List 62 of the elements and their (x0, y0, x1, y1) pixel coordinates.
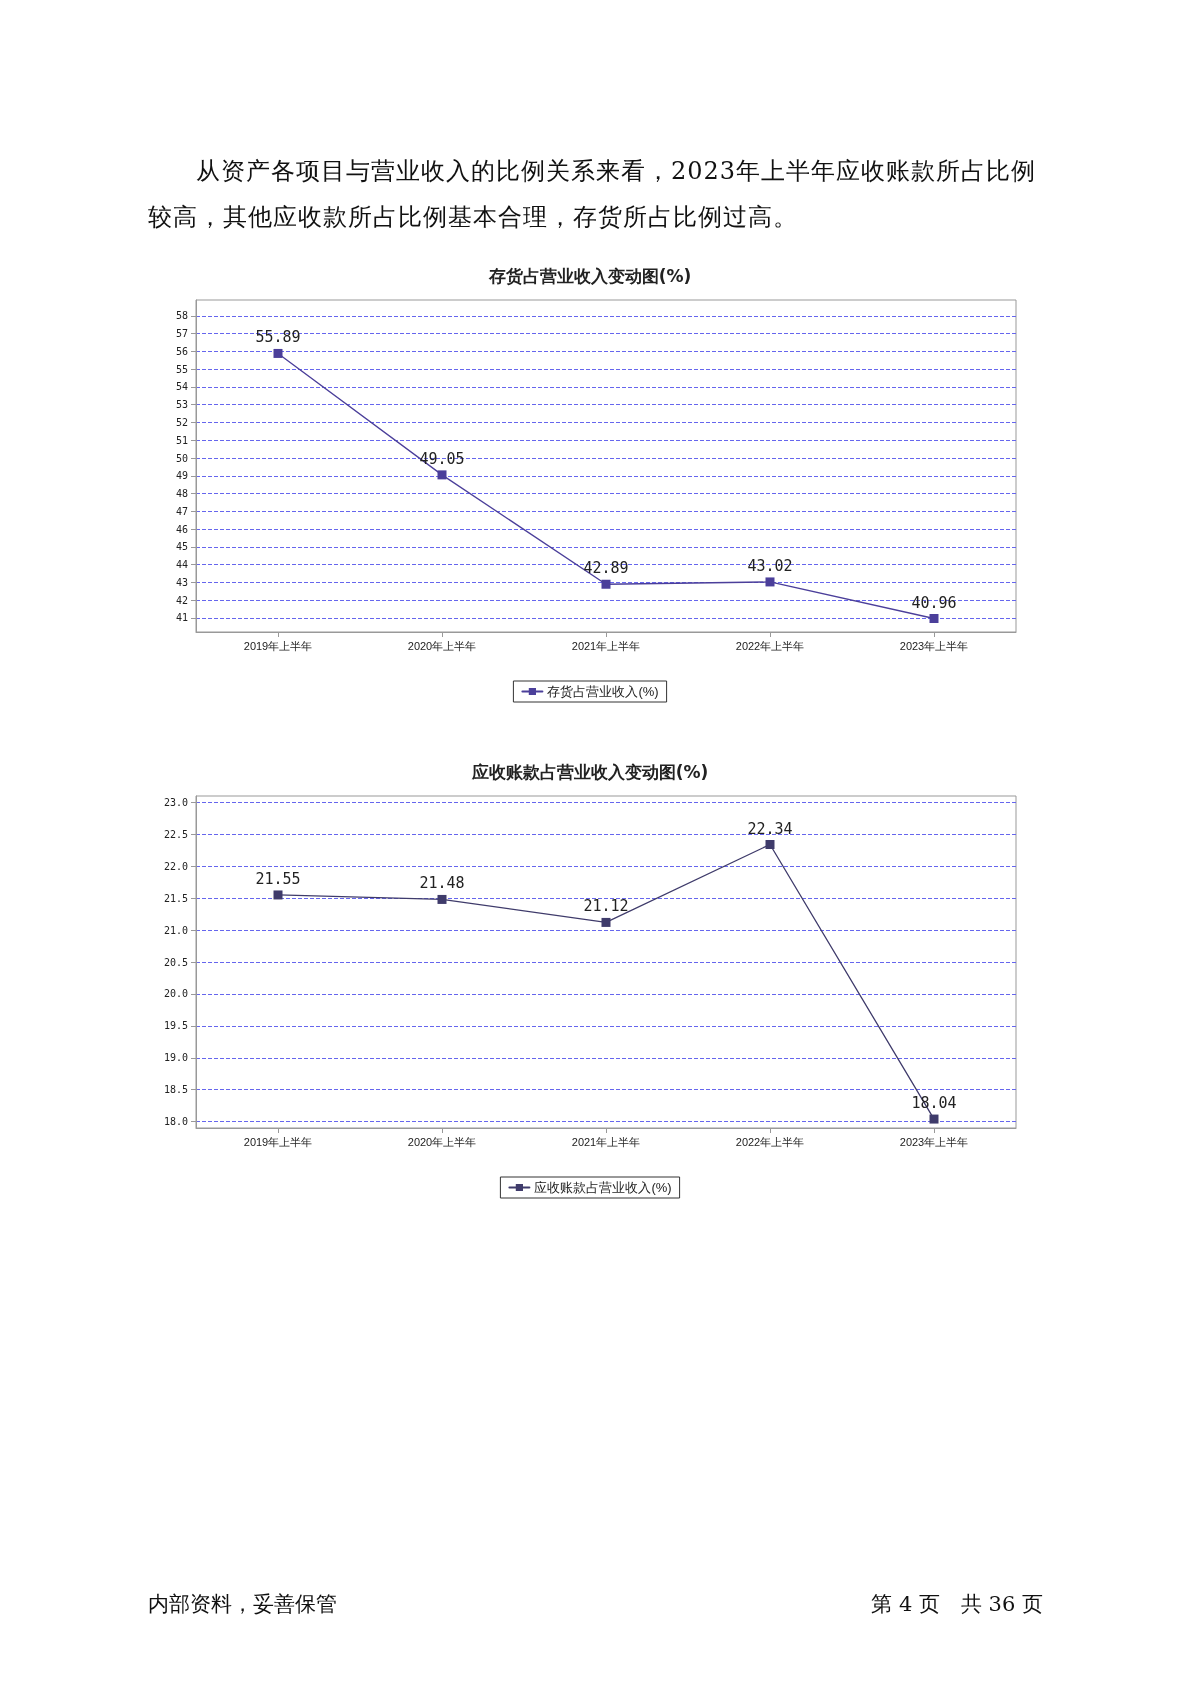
y-tick-label: 23.0 (163, 796, 188, 808)
x-tick-label: 2021年上半年 (571, 639, 641, 652)
x-tick-label: 2022年上半年 (735, 639, 805, 652)
data-label: 22.34 (747, 819, 793, 838)
x-tick-label: 2022年上半年 (735, 1135, 805, 1148)
point (765, 840, 775, 850)
y-tick-label: 50 (175, 452, 188, 464)
data-label: 55.89 (255, 328, 301, 347)
y-tick-label: 19.0 (163, 1052, 188, 1064)
point (437, 470, 447, 480)
y-tick-label: 18.5 (163, 1084, 188, 1096)
point (929, 1114, 939, 1124)
chart-title: 存货占营业收入变动图(%) (487, 265, 692, 286)
y-tick-label: 58 (175, 310, 188, 322)
x-tick-label: 2020年上半年 (407, 1135, 477, 1148)
x-tick-label: 2019年上半年 (243, 639, 313, 652)
point (601, 917, 611, 927)
y-tick-label: 48 (175, 488, 188, 500)
y-tick-label: 57 (175, 328, 188, 340)
x-tick-label: 2021年上半年 (571, 1135, 641, 1148)
y-tick-label: 51 (175, 434, 188, 446)
y-tick-label: 49 (175, 470, 188, 482)
x-tick-label: 2023年上半年 (899, 639, 969, 652)
data-label: 21.48 (419, 874, 465, 893)
y-tick-label: 44 (175, 559, 188, 571)
y-tick-label: 21.5 (163, 892, 188, 904)
point (273, 890, 283, 900)
point (273, 348, 283, 358)
y-tick-label: 42 (175, 594, 188, 606)
data-label: 21.55 (255, 869, 301, 888)
y-tick-label: 20.5 (163, 956, 188, 968)
y-tick-label: 53 (175, 399, 188, 411)
chart-title: 应收账款占营业收入变动图(%) (470, 761, 709, 782)
data-label: 21.12 (583, 897, 629, 916)
y-tick-label: 22.0 (163, 860, 188, 872)
y-tick-label: 20.0 (163, 988, 188, 1000)
text: 从资产各项目与营业收入的比例关系来看，2023年上半年应收账款所占比例较高，其他应收款所占比例基本合理，存货所占比例过高。 (148, 156, 1038, 233)
y-tick-label: 52 (175, 417, 188, 428)
x-tick-label: 2023年上半年 (899, 1135, 969, 1148)
x-tick-label: 2020年上半年 (407, 639, 477, 652)
y-tick-label: 45 (175, 541, 188, 553)
legend-label: 应收账款占营业收入(%) (534, 1180, 672, 1195)
point (765, 577, 775, 587)
y-tick-label: 18.0 (163, 1116, 188, 1128)
point (929, 614, 939, 624)
x-tick-label: 2019年上半年 (243, 1135, 313, 1148)
y-tick-label: 46 (175, 523, 188, 535)
text: 第 4 页 共 36 页 (871, 1591, 1043, 1618)
y-tick-label: 55 (175, 363, 188, 375)
point (601, 579, 611, 589)
y-tick-label: 43 (175, 576, 188, 588)
y-tick-label: 41 (175, 612, 188, 624)
y-tick-label: 54 (175, 381, 188, 393)
legend-label: 存货占营业收入(%) (547, 684, 659, 699)
point (437, 894, 447, 904)
y-tick-label: 56 (175, 345, 188, 357)
y-tick-label: 19.5 (163, 1020, 188, 1032)
y-tick-label: 21.0 (163, 924, 188, 936)
y-tick-label: 47 (175, 505, 188, 517)
text: 内部资料，妥善保管 (148, 1591, 337, 1618)
data-label: 42.89 (583, 559, 629, 578)
y-tick-label: 22.5 (163, 828, 188, 840)
